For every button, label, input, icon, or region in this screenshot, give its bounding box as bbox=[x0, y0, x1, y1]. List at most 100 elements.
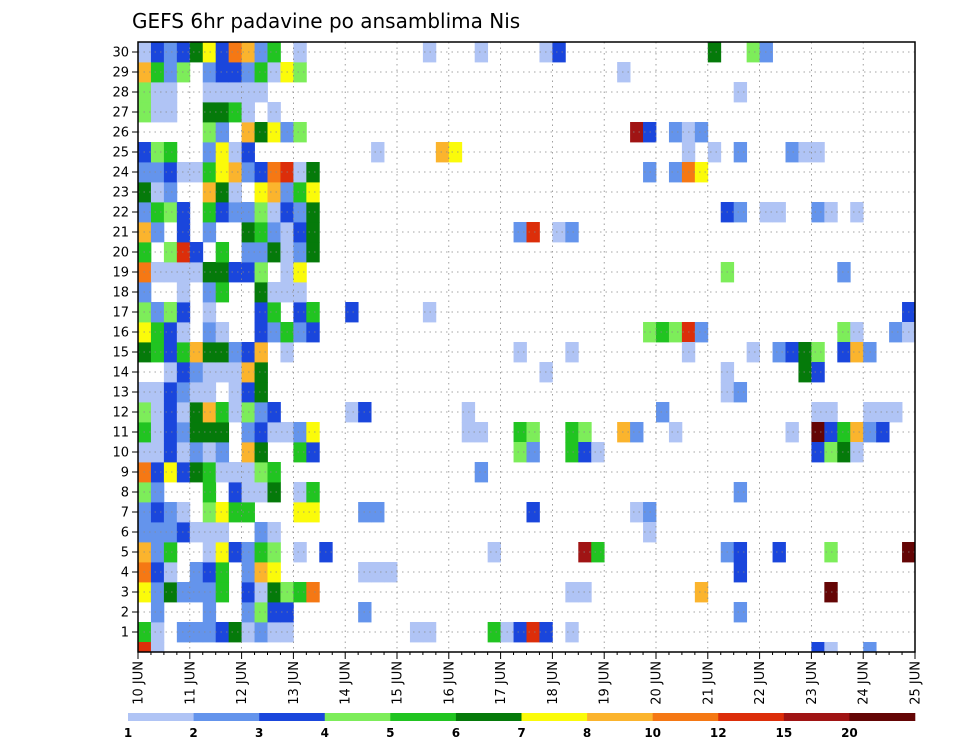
heatmap-cell bbox=[150, 202, 165, 223]
heatmap-cell bbox=[526, 442, 540, 463]
heatmap-cell bbox=[150, 222, 165, 243]
y-tick-label: 1 bbox=[121, 626, 129, 641]
x-tick-label: 22 JUN bbox=[753, 661, 768, 705]
heatmap-cell bbox=[150, 302, 165, 323]
heatmap-cell bbox=[189, 382, 204, 403]
heatmap-cell bbox=[306, 222, 320, 243]
x-tick-label: 21 JUN bbox=[701, 661, 716, 705]
y-tick-label: 17 bbox=[112, 306, 129, 321]
heatmap-cell bbox=[150, 102, 165, 123]
heatmap-cell bbox=[189, 522, 204, 543]
y-tick-label: 9 bbox=[121, 466, 129, 481]
legend-label: 2 bbox=[189, 726, 197, 740]
heatmap-cell bbox=[293, 582, 307, 603]
heatmap-cell bbox=[267, 542, 281, 563]
heatmap-cell bbox=[202, 542, 217, 563]
heatmap-cell bbox=[306, 182, 320, 203]
y-tick-label: 4 bbox=[121, 566, 129, 581]
y-tick-label: 28 bbox=[112, 86, 129, 101]
heatmap-cell bbox=[215, 182, 230, 203]
heatmap-cell bbox=[202, 102, 217, 123]
heatmap-cell bbox=[668, 122, 683, 143]
heatmap-cell bbox=[513, 342, 527, 363]
heatmap-cell bbox=[228, 202, 242, 223]
heatmap-cell bbox=[202, 502, 217, 523]
heatmap-cell bbox=[189, 422, 204, 443]
heatmap-cell bbox=[267, 242, 281, 263]
x-tick-label: 12 JUN bbox=[235, 661, 250, 705]
heatmap-cell bbox=[202, 202, 217, 223]
heatmap-cell bbox=[215, 522, 230, 543]
heatmap-cell bbox=[565, 422, 579, 443]
heatmap-cell bbox=[733, 82, 748, 103]
heatmap-cell bbox=[228, 622, 242, 643]
y-tick-label: 3 bbox=[121, 586, 129, 601]
heatmap-cell bbox=[150, 542, 165, 563]
heatmap-cell bbox=[565, 442, 579, 463]
heatmap-cell bbox=[176, 322, 191, 343]
heatmap-cell bbox=[733, 602, 748, 623]
heatmap-cell bbox=[215, 422, 230, 443]
heatmap-cell bbox=[668, 162, 683, 183]
heatmap-cell bbox=[189, 42, 204, 63]
heatmap-cell bbox=[215, 502, 230, 523]
heatmap-cell bbox=[228, 462, 242, 483]
heatmap-cell bbox=[785, 342, 799, 363]
heatmap-cell bbox=[215, 142, 230, 163]
heatmap-cell bbox=[526, 622, 540, 643]
heatmap-cell bbox=[228, 182, 242, 203]
heatmap-cell bbox=[254, 62, 268, 83]
heatmap-cell bbox=[176, 522, 191, 543]
heatmap-cell bbox=[150, 262, 165, 283]
legend-swatch bbox=[587, 713, 653, 721]
heatmap-cell bbox=[215, 122, 230, 143]
legend-label: 15 bbox=[775, 726, 792, 740]
heatmap-cell bbox=[267, 462, 281, 483]
heatmap-cell bbox=[837, 322, 851, 343]
heatmap-cell bbox=[591, 542, 605, 563]
heatmap-cell bbox=[228, 262, 242, 283]
heatmap-cell bbox=[176, 42, 191, 63]
legend-swatch bbox=[849, 713, 916, 721]
heatmap-cell bbox=[215, 582, 230, 603]
y-tick-label: 22 bbox=[112, 206, 129, 221]
heatmap-cell bbox=[668, 322, 683, 343]
heatmap-cell bbox=[138, 642, 152, 653]
heatmap-cell bbox=[254, 42, 268, 63]
heatmap-cell bbox=[293, 422, 307, 443]
heatmap-cell bbox=[306, 582, 320, 603]
heatmap-cell bbox=[371, 142, 385, 163]
heatmap-cell bbox=[267, 582, 281, 603]
heatmap-cell bbox=[163, 562, 178, 583]
y-tick-label: 26 bbox=[112, 126, 129, 141]
heatmap-cell bbox=[267, 622, 281, 643]
heatmap-cell bbox=[150, 42, 165, 63]
heatmap-cell bbox=[345, 302, 359, 323]
heatmap-cell bbox=[202, 602, 217, 623]
heatmap-cell bbox=[371, 502, 385, 523]
y-tick-label: 19 bbox=[112, 266, 129, 281]
heatmap-cell bbox=[513, 422, 527, 443]
heatmap-cell bbox=[837, 422, 851, 443]
heatmap-cell bbox=[254, 522, 268, 543]
heatmap-cell bbox=[526, 222, 540, 243]
legend-swatch bbox=[259, 713, 326, 721]
heatmap-cell bbox=[202, 442, 217, 463]
heatmap-cell bbox=[202, 562, 217, 583]
heatmap-cell bbox=[617, 62, 631, 83]
heatmap-cell bbox=[176, 62, 191, 83]
heatmap-cell bbox=[811, 202, 825, 223]
heatmap-cell bbox=[876, 422, 890, 443]
heatmap-cell bbox=[215, 242, 230, 263]
heatmap-cell bbox=[306, 482, 320, 503]
heatmap-cell bbox=[811, 342, 825, 363]
heatmap-cell bbox=[306, 242, 320, 263]
heatmap-cell bbox=[371, 562, 385, 583]
heatmap-cell bbox=[150, 342, 165, 363]
y-tick-label: 12 bbox=[112, 406, 129, 421]
heatmap-cell bbox=[202, 402, 217, 423]
heatmap-cell bbox=[215, 402, 230, 423]
y-tick-label: 8 bbox=[121, 486, 129, 501]
heatmap-cell bbox=[202, 342, 217, 363]
heatmap-cell bbox=[293, 482, 307, 503]
